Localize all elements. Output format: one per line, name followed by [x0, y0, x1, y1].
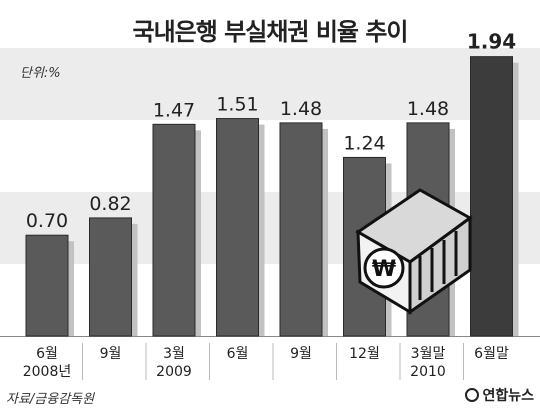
data-label: 1.48	[280, 98, 322, 120]
bar	[279, 122, 323, 337]
publisher-logo: 연합뉴스	[465, 385, 534, 405]
unit-label: 단위:%	[20, 66, 61, 81]
x-tick-label: 2009	[156, 364, 192, 380]
x-tick-label: 12월	[349, 346, 380, 362]
data-label: 0.82	[89, 193, 131, 215]
x-tick-label: 3월	[163, 346, 185, 362]
x-tick-label: 2010	[410, 364, 446, 380]
x-tick-label: 6월	[36, 346, 58, 362]
data-label: 1.48	[407, 98, 449, 120]
bar	[152, 123, 196, 337]
bar	[470, 56, 513, 337]
data-label: 1.24	[343, 132, 385, 154]
x-tick-label: 3월말	[411, 346, 446, 362]
x-tick-label: 6월말	[474, 346, 509, 362]
bar-shadow	[322, 128, 328, 336]
data-label: 1.94	[467, 30, 516, 54]
bar-shadow	[512, 62, 519, 336]
bar	[216, 118, 259, 337]
background-band	[0, 48, 540, 120]
bar-shadow	[68, 241, 74, 336]
x-tick-label: 9월	[290, 346, 312, 362]
bar	[25, 234, 69, 337]
bank-icon: ₩	[355, 188, 473, 315]
data-label: 1.47	[153, 99, 195, 121]
data-label: 0.70	[26, 210, 68, 232]
logo-text: 연합뉴스	[482, 388, 534, 404]
svg-text:₩: ₩	[372, 257, 396, 282]
data-label: 1.51	[216, 94, 258, 116]
bar-shadow	[258, 124, 265, 336]
x-tick-label: 6월	[227, 346, 249, 362]
bar-shadow	[195, 130, 201, 336]
bar	[89, 217, 132, 337]
chart-title: 국내은행 부실채권 비율 추이	[132, 18, 408, 46]
x-tick-label: 2008년	[23, 364, 72, 380]
logo-icon	[465, 388, 480, 402]
x-tick-label: 9월	[100, 346, 122, 362]
bar-shadow	[131, 223, 138, 336]
source-label: 자료/금융감독원	[6, 392, 95, 407]
